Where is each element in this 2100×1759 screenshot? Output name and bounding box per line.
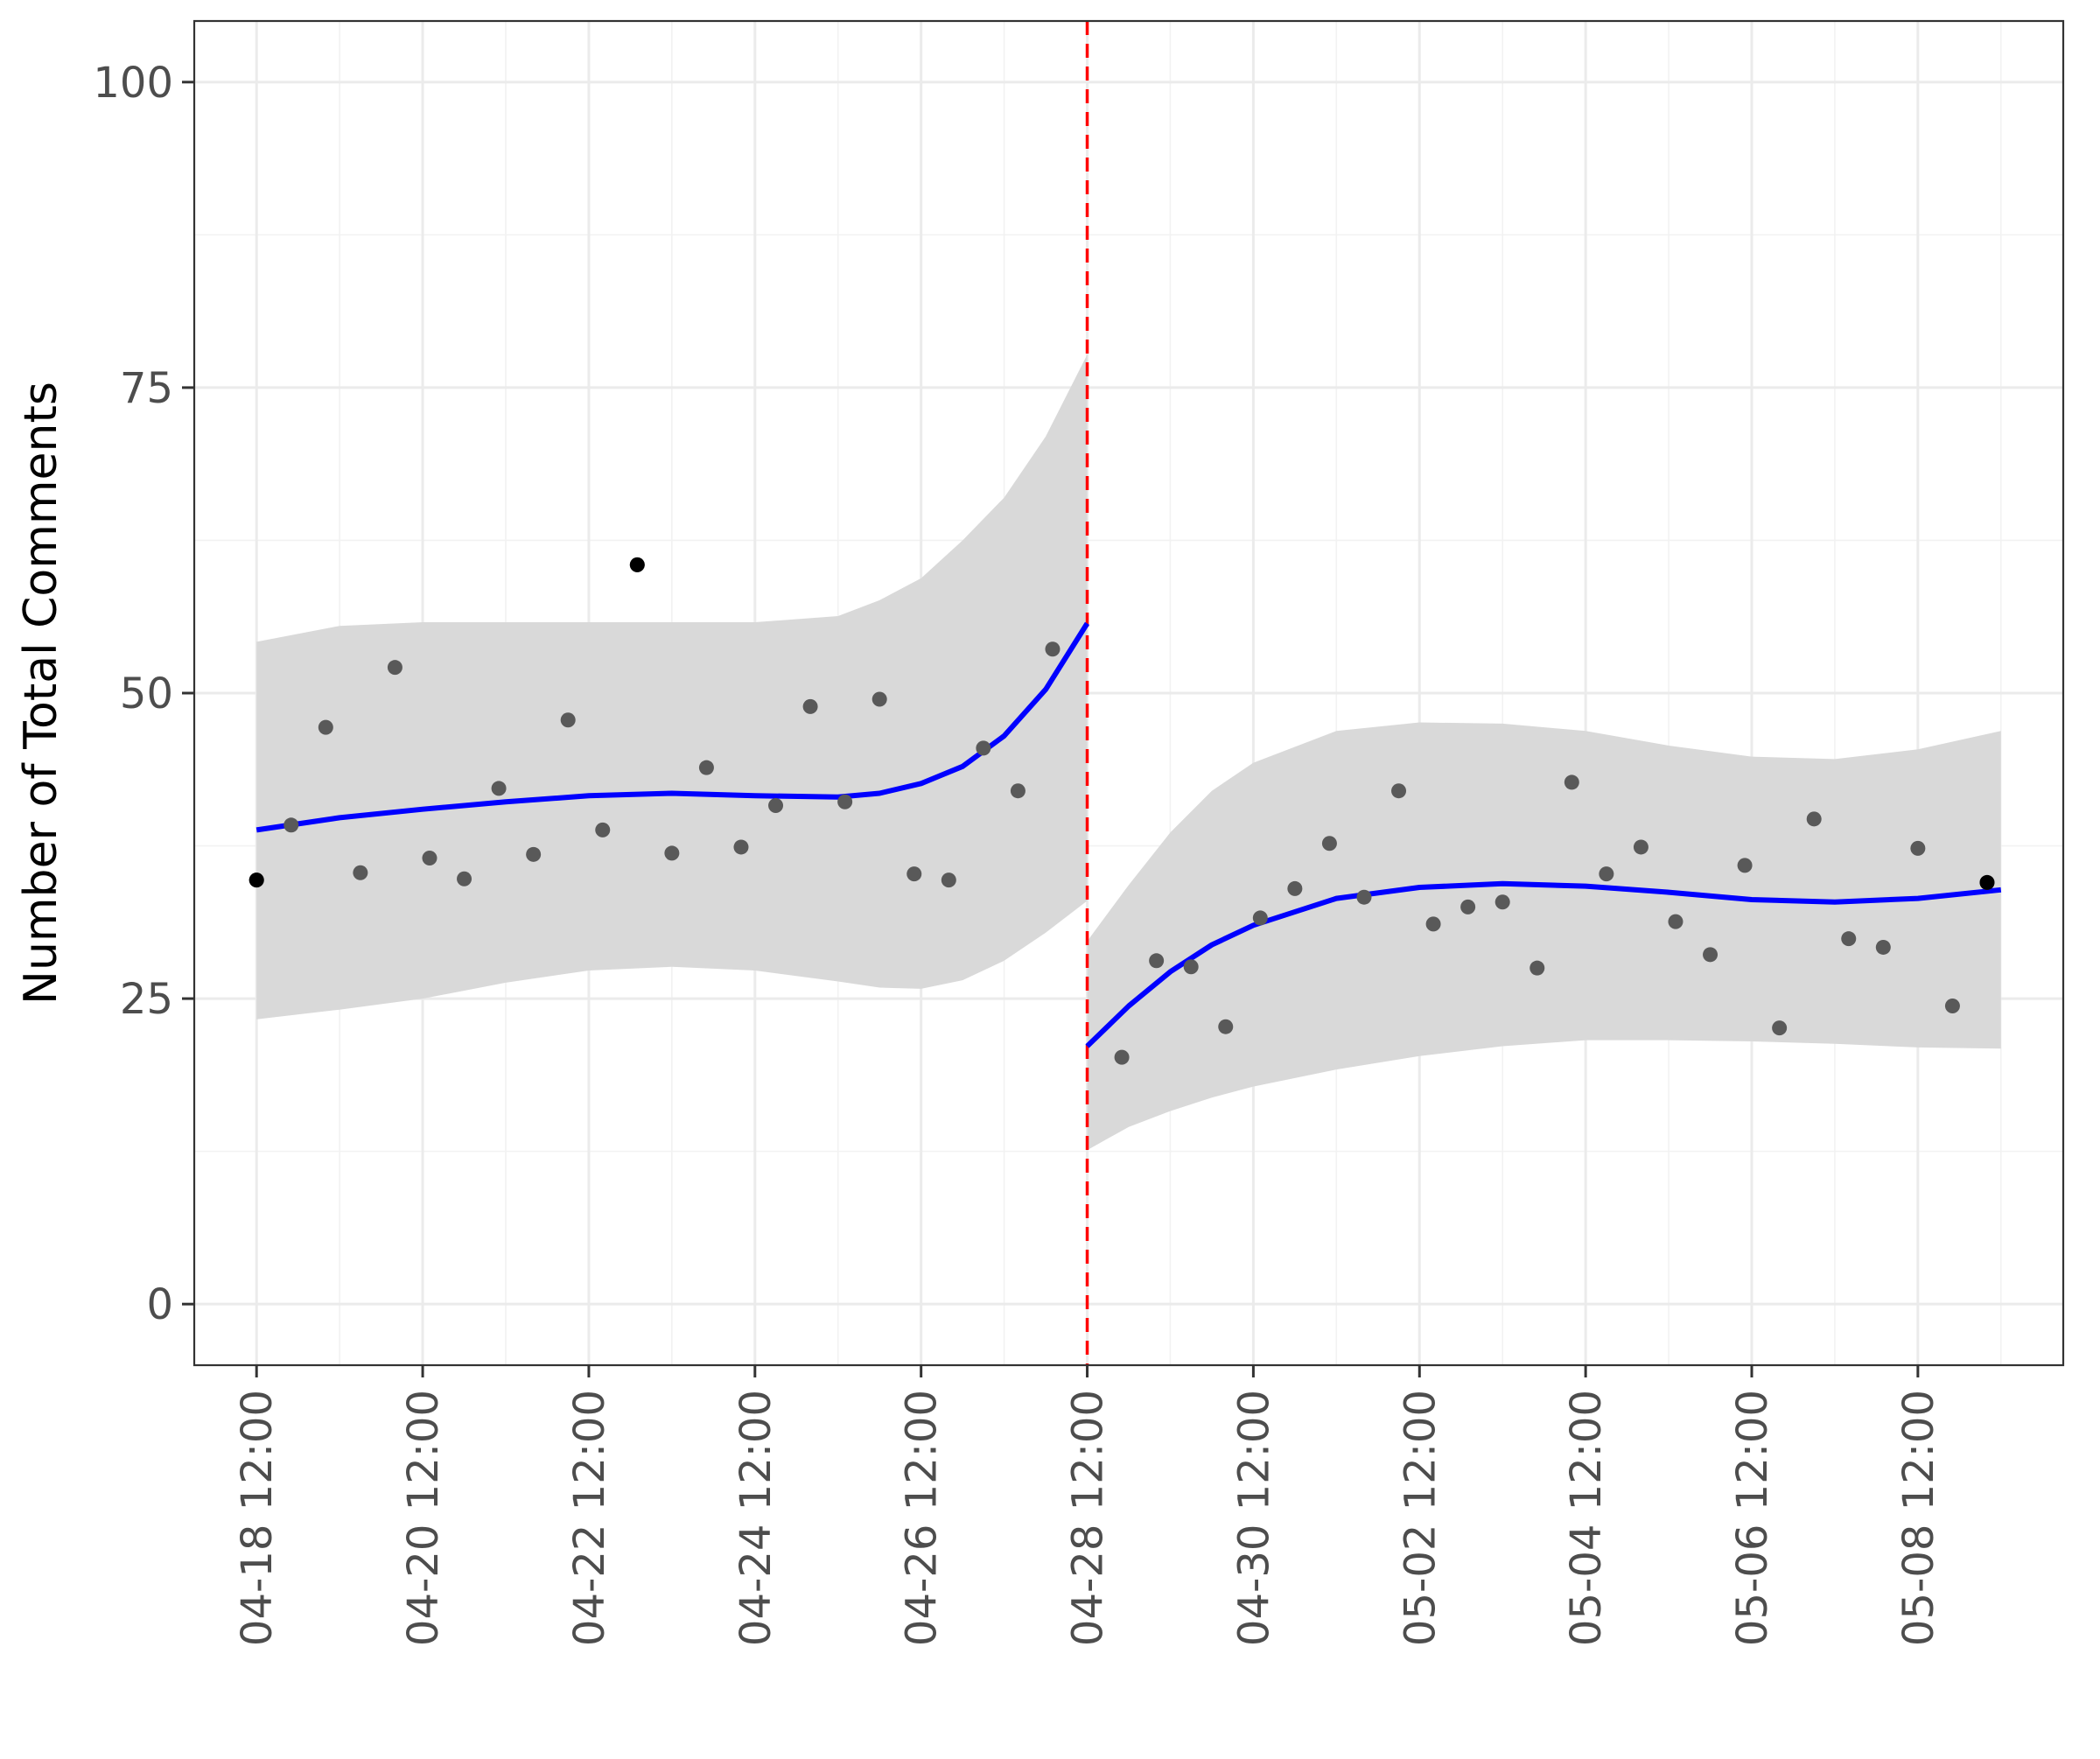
data-point (422, 851, 438, 866)
data-point (1668, 914, 1684, 929)
smooth-lines (256, 621, 2002, 1048)
data-point (1149, 953, 1165, 969)
data-point (595, 822, 611, 837)
data-point (733, 839, 749, 855)
data-point (1875, 939, 1891, 955)
confidence-band-after (1087, 722, 2001, 1151)
x-axis: 04-18 12:00 04-20 12:00 04-22 12:00 04-24 1… (233, 1365, 1943, 1646)
data-point (318, 719, 333, 735)
x-tick-label: 05-02 12:00 (1396, 1390, 1445, 1646)
data-point (1841, 931, 1857, 947)
data-point (1530, 960, 1545, 976)
y-tick-label: 75 (120, 364, 173, 413)
data-point (906, 866, 922, 882)
data-point (1599, 866, 1614, 882)
data-point (976, 740, 991, 756)
data-point (1633, 839, 1648, 855)
x-tick-label: 05-08 12:00 (1894, 1390, 1943, 1646)
data-point-highlight (629, 557, 645, 572)
data-point (872, 691, 887, 707)
data-point (526, 846, 542, 862)
y-tick-label: 100 (93, 59, 173, 108)
data-point (1391, 783, 1407, 799)
data-point (1218, 1019, 1234, 1034)
data-point (1564, 774, 1579, 790)
y-axis-title: Number of Total Comments (15, 382, 67, 1005)
data-point (1737, 858, 1753, 873)
data-point (491, 781, 507, 796)
data-point (1356, 889, 1372, 905)
y-tick-label: 25 (120, 975, 173, 1024)
data-point (1772, 1020, 1788, 1036)
y-tick-label: 50 (120, 669, 173, 718)
smooth-line-after (1085, 880, 2002, 1048)
data-point (1910, 840, 1926, 856)
data-point (1252, 910, 1268, 926)
data-point (1460, 899, 1476, 915)
data-point (941, 872, 956, 888)
x-tick-label: 04-18 12:00 (233, 1390, 282, 1646)
y-tick-label: 0 (146, 1280, 173, 1329)
data-point (1287, 880, 1303, 896)
x-tick-label: 05-06 12:00 (1728, 1390, 1777, 1646)
data-point (768, 797, 784, 813)
data-point (1010, 783, 1026, 799)
x-tick-label: 04-20 12:00 (399, 1390, 448, 1646)
data-point (1183, 959, 1199, 975)
confidence-bands (256, 354, 2001, 1151)
data-point (1321, 836, 1337, 851)
x-tick-label: 04-24 12:00 (732, 1390, 780, 1646)
data-point (1114, 1049, 1130, 1065)
data-point (837, 794, 853, 809)
data-point (1944, 998, 1960, 1013)
x-tick-label: 04-22 12:00 (565, 1390, 614, 1646)
data-point (1703, 947, 1718, 963)
data-point (353, 865, 368, 880)
data-points (248, 557, 1995, 1065)
smooth-line-before (256, 621, 1090, 833)
y-axis: 0 25 50 75 100 (93, 59, 194, 1329)
data-point (802, 698, 818, 714)
data-point-highlight (1979, 874, 1995, 890)
data-point (457, 871, 472, 887)
confidence-band-before (256, 354, 1088, 1020)
data-point (1806, 811, 1822, 827)
data-point (284, 817, 299, 833)
data-point (664, 845, 680, 861)
x-tick-label: 04-30 12:00 (1229, 1390, 1278, 1646)
data-point (387, 660, 402, 676)
data-point (698, 760, 714, 775)
x-tick-label: 05-04 12:00 (1562, 1390, 1611, 1646)
x-tick-label: 04-26 12:00 (898, 1390, 947, 1646)
data-point (1045, 641, 1060, 657)
data-point (560, 712, 576, 728)
data-point (1494, 894, 1510, 910)
data-point (1425, 916, 1441, 932)
x-tick-label: 04-28 12:00 (1064, 1390, 1113, 1646)
data-point-highlight (248, 872, 264, 888)
